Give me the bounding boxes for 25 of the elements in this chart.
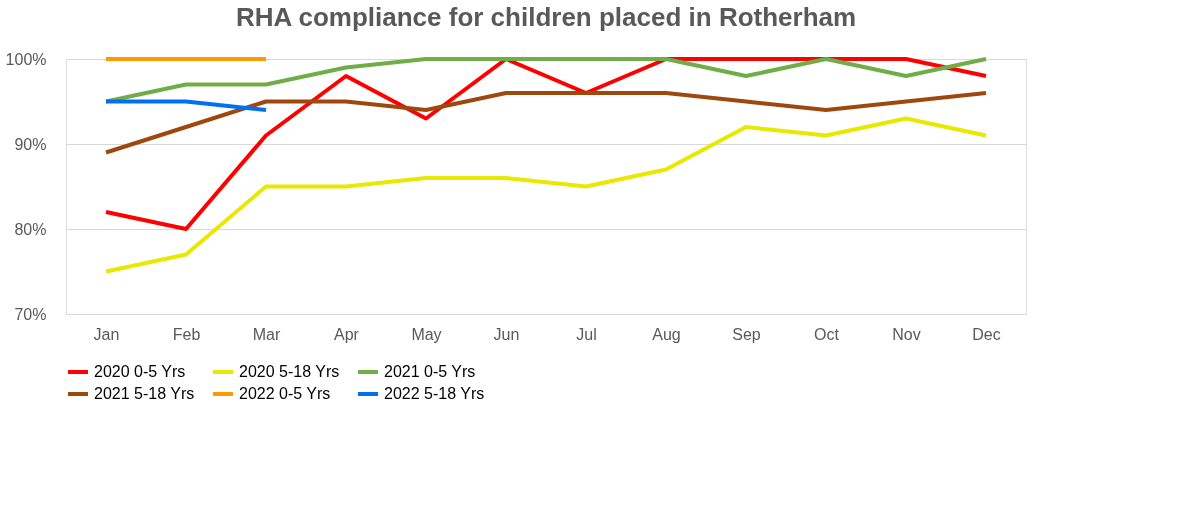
legend-label: 2020 5-18 Yrs (239, 363, 340, 380)
y-tick-label: 100% (5, 50, 47, 68)
x-tick-label: Oct (814, 325, 840, 343)
x-tick-label: Aug (652, 325, 681, 343)
legend-label: 2021 5-18 Yrs (94, 385, 195, 402)
x-tick-label: Feb (172, 325, 201, 343)
x-tick-label: May (411, 325, 442, 343)
legend-label: 2020 0-5 Yrs (94, 363, 186, 380)
x-tick-label: Dec (972, 325, 1001, 343)
legend-label: 2022 0-5 Yrs (239, 385, 331, 402)
line-series (104, 116, 988, 274)
legend-label: 2022 5-18 Yrs (384, 385, 485, 402)
x-tick-label: Nov (892, 325, 921, 343)
x-tick-label: Jan (93, 325, 120, 343)
y-tick-label: 90% (14, 135, 47, 153)
x-tick-label: Apr (334, 325, 360, 343)
chart-title: RHA compliance for children placed in Rotherham (235, 2, 857, 32)
legend-label: 2021 0-5 Yrs (384, 363, 476, 380)
y-tick-label: 80% (14, 220, 47, 238)
x-tick-label: Jul (576, 325, 597, 343)
y-tick-label: 70% (14, 305, 47, 323)
x-tick-label: Mar (252, 325, 281, 343)
x-tick-label: Sep (732, 325, 761, 343)
line-series (104, 91, 988, 155)
x-tick-label: Jun (493, 325, 520, 343)
